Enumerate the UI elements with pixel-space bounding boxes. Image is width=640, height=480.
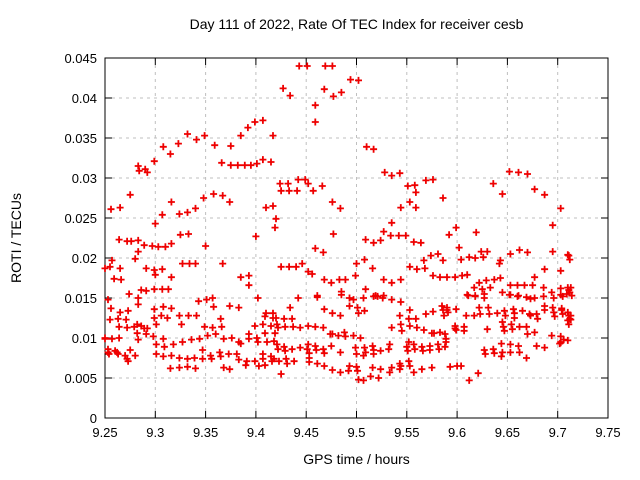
y-axis-label: ROTI / TECUs: [8, 193, 24, 283]
y-tick-label: 0.04: [72, 91, 97, 106]
y-tick-label: 0.015: [64, 291, 97, 306]
x-tick-label: 9.55: [394, 425, 419, 440]
x-tick-label: 9.45: [294, 425, 319, 440]
x-tick-label: 9.4: [247, 425, 265, 440]
x-tick-label: 9.65: [495, 425, 520, 440]
data-points: [101, 62, 576, 384]
x-tick-label: 9.6: [448, 425, 466, 440]
x-tick-label: 9.7: [549, 425, 567, 440]
x-tick-label: 9.5: [347, 425, 365, 440]
x-tick-label: 9.35: [193, 425, 218, 440]
y-tick-label: 0: [90, 411, 97, 426]
y-tick-label: 0.005: [64, 371, 97, 386]
x-tick-label: 9.25: [92, 425, 117, 440]
y-tick-label: 0.025: [64, 211, 97, 226]
x-tick-label: 9.75: [595, 425, 620, 440]
chart-title: Day 111 of 2022, Rate Of TEC Index for r…: [189, 16, 524, 32]
x-axis-label: GPS time / hours: [303, 451, 410, 467]
x-tick-label: 9.3: [146, 425, 164, 440]
y-tick-label: 0.035: [64, 131, 97, 146]
y-tick-label: 0.01: [72, 331, 97, 346]
y-tick-label: 0.03: [72, 171, 97, 186]
y-tick-label: 0.02: [72, 251, 97, 266]
y-tick-label: 0.045: [64, 51, 97, 66]
